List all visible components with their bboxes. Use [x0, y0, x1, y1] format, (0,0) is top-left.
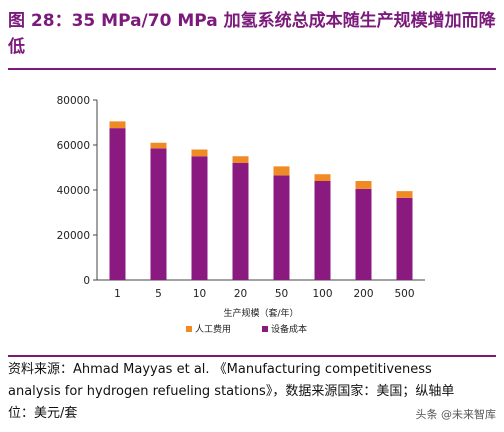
bar-equipment-500 — [396, 197, 413, 280]
y-tick-label: 0 — [83, 275, 90, 287]
x-tick-label: 500 — [394, 288, 414, 300]
bar-equipment-50 — [273, 175, 290, 280]
bar-equipment-200 — [355, 188, 372, 280]
bar-equipment-5 — [150, 148, 167, 280]
x-tick-label: 1 — [114, 288, 121, 300]
bar-labor-5 — [150, 142, 167, 149]
bar-equipment-100 — [314, 181, 331, 280]
bar-labor-50 — [273, 166, 290, 176]
legend-label-labor: 人工费用 — [195, 323, 231, 335]
bar-labor-1 — [109, 121, 126, 129]
x-tick-label: 200 — [353, 288, 373, 300]
stacked-bar-chart: 0 20000 40000 60000 80000 1 5 10 20 50 100 200 500 生产… — [57, 95, 425, 335]
x-tick-label: 20 — [234, 288, 247, 300]
source-divider — [8, 355, 496, 357]
source-note: 资料来源：Ahmad Mayyas et al. 《Manufacturing … — [8, 362, 455, 421]
bar-labor-20 — [232, 156, 249, 163]
legend-swatch-equipment — [262, 326, 268, 332]
y-tick-label: 80000 — [57, 95, 90, 107]
bar-equipment-10 — [191, 156, 208, 280]
y-tick-label: 40000 — [57, 185, 90, 197]
x-axis-label: 生产规模（套/年） — [223, 307, 298, 319]
bar-labor-500 — [396, 191, 413, 198]
chart-title: 图 28：35 MPa/70 MPa 加氢系统总成本随生产规模增加而降低 — [8, 11, 496, 57]
title-divider — [8, 68, 496, 70]
x-tick-label: 100 — [312, 288, 332, 300]
legend-swatch-labor — [186, 326, 192, 332]
y-tick-label: 60000 — [57, 140, 90, 152]
watermark: 头条 @未来智库 — [415, 408, 497, 421]
bar-labor-100 — [314, 174, 331, 181]
bar-labor-200 — [355, 181, 372, 189]
x-tick-label: 10 — [193, 288, 206, 300]
bar-equipment-1 — [109, 128, 126, 280]
x-tick-label: 5 — [155, 288, 162, 300]
x-tick-label: 50 — [275, 288, 288, 300]
y-tick-label: 20000 — [57, 230, 90, 242]
bar-labor-10 — [191, 149, 208, 157]
legend-label-equipment: 设备成本 — [271, 323, 307, 335]
bar-equipment-20 — [232, 163, 249, 280]
